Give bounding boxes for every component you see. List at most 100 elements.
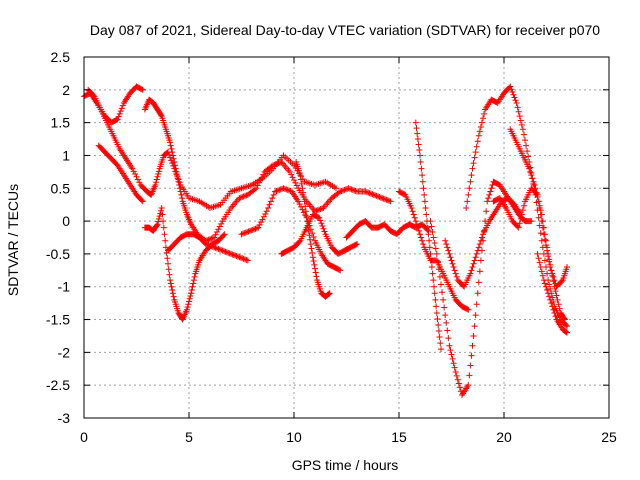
data-point: [476, 128, 483, 135]
data-point: [419, 172, 426, 179]
data-point: [443, 241, 450, 248]
data-point: [337, 188, 344, 195]
data-point: [515, 224, 522, 231]
data-point: [211, 244, 218, 251]
data-point: [369, 191, 376, 198]
data-point: [245, 228, 252, 235]
data-point: [312, 265, 318, 272]
data-point: [185, 301, 192, 308]
data-point: [436, 273, 443, 280]
data-point: [269, 195, 276, 202]
data-point: [470, 160, 477, 167]
data-point: [138, 86, 145, 93]
data-point: [546, 293, 553, 300]
data-point: [427, 218, 434, 225]
data-point: [352, 188, 359, 195]
data-point: [468, 172, 475, 179]
data-point: [242, 229, 249, 236]
data-point: [467, 362, 474, 369]
data-point: [212, 244, 219, 251]
data-point: [447, 254, 454, 261]
data-point: [467, 270, 474, 277]
data-point: [291, 177, 297, 184]
data-point: [239, 230, 246, 237]
data-point: [277, 186, 284, 193]
data-point: [119, 102, 126, 109]
data-point: [487, 188, 494, 195]
data-point: [266, 201, 273, 208]
data-point: [252, 225, 259, 232]
data-point: [313, 273, 320, 280]
data-point: [468, 352, 475, 359]
data-point: [188, 287, 195, 294]
data-point: [416, 146, 423, 153]
data-point: [379, 195, 386, 202]
data-point: [286, 168, 293, 175]
data-point: [507, 83, 514, 90]
data-point: [176, 181, 183, 188]
data-point: [273, 188, 280, 195]
data-point: [517, 117, 524, 124]
data-point: [408, 204, 415, 211]
data-point: [414, 224, 421, 231]
data-point: [480, 115, 486, 122]
data-point: [431, 283, 437, 290]
series-arc-14: [442, 195, 524, 290]
data-point: [173, 168, 180, 175]
data-point: [419, 237, 426, 244]
data-point: [535, 198, 542, 205]
data-point: [274, 187, 281, 194]
data-point: [267, 198, 274, 205]
data-point: [240, 193, 247, 200]
data-point: [296, 238, 303, 245]
data-point: [453, 273, 460, 280]
data-point: [304, 218, 311, 225]
data-point: [446, 342, 453, 349]
data-point: [544, 270, 551, 277]
data-point: [90, 92, 97, 99]
data-point: [164, 255, 171, 262]
data-point: [317, 217, 324, 224]
data-point: [132, 171, 139, 178]
data-point: [438, 346, 444, 353]
data-point: [209, 235, 216, 242]
data-point: [551, 283, 558, 290]
data-point: [452, 369, 459, 376]
data-point: [536, 222, 543, 229]
data-point: [473, 301, 480, 308]
data-point: [310, 233, 317, 240]
data-point: [464, 198, 471, 205]
data-point: [444, 327, 451, 334]
data-point: [238, 231, 245, 238]
data-point: [541, 231, 548, 238]
data-point: [216, 246, 223, 253]
data-point: [475, 279, 482, 286]
data-point: [312, 269, 319, 276]
data-point: [118, 105, 125, 112]
data-point: [154, 173, 161, 180]
data-point: [409, 208, 416, 215]
data-point: [536, 259, 543, 266]
data-point: [527, 168, 534, 175]
data-point: [478, 234, 485, 241]
y-tick-label: -1: [58, 279, 71, 295]
x-axis-ticks: 0 5 10 15 20 25: [80, 57, 617, 445]
data-point: [272, 161, 279, 168]
data-point: [373, 192, 380, 199]
y-tick-label: -0.5: [46, 246, 70, 262]
data-point: [551, 277, 558, 284]
data-point: [240, 255, 247, 262]
data-point: [292, 179, 299, 186]
data-point: [155, 218, 162, 225]
data-point: [233, 253, 240, 260]
data-point: [464, 306, 471, 313]
data-point: [313, 207, 320, 214]
data-point: [222, 248, 229, 255]
data-point: [543, 283, 549, 290]
data-point: [537, 207, 544, 214]
data-point: [117, 108, 124, 115]
data-point: [284, 186, 291, 193]
series-arc-16: [490, 185, 570, 290]
data-point: [172, 162, 178, 169]
